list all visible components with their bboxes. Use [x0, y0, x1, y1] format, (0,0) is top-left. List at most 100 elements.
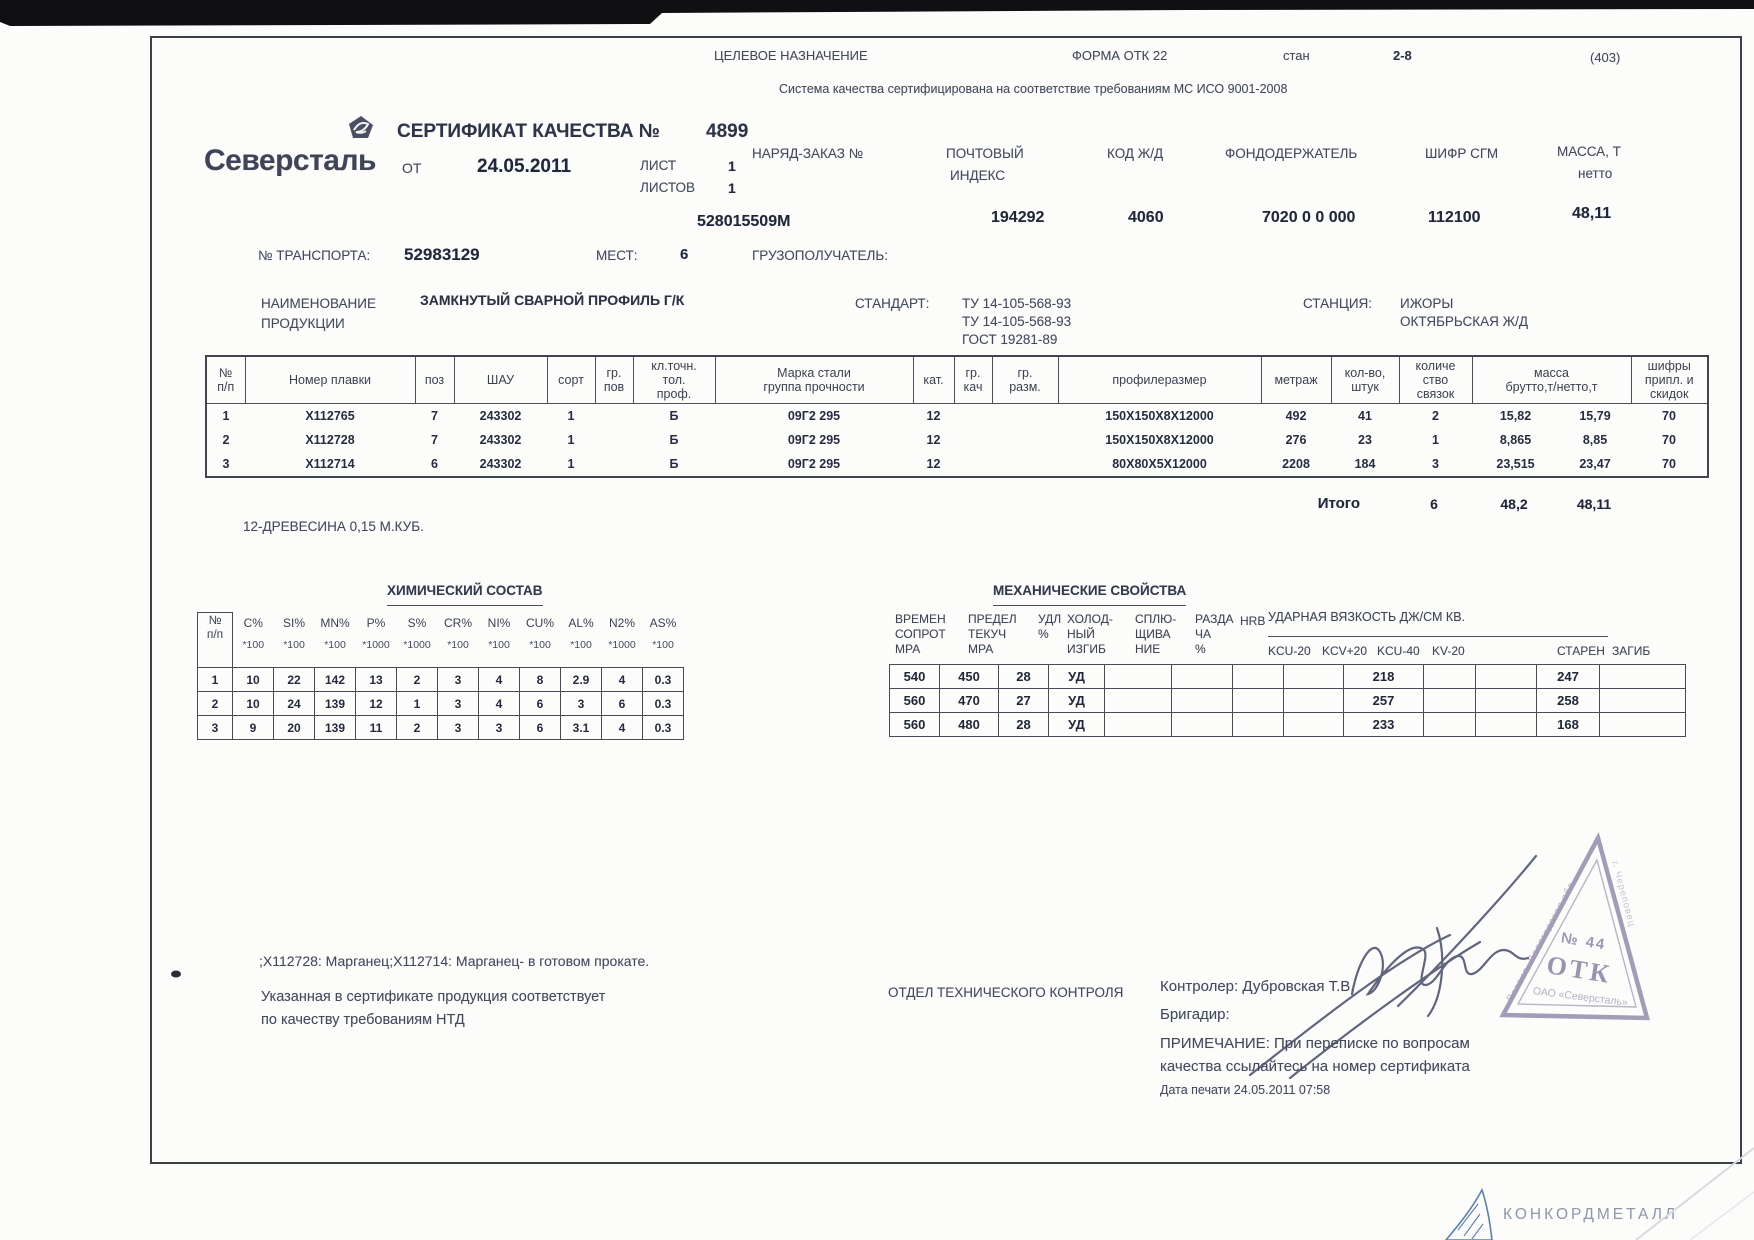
- foreman-signature-line: Бригадир:: [1160, 1006, 1230, 1023]
- table-cell: 28: [998, 712, 1049, 737]
- remark-line1: ПРИМЕЧАНИЕ: При переписке по вопросам: [1160, 1035, 1470, 1052]
- mech-col-cold-bend: ХОЛОД- НЫЙ ИЗГИБ: [1067, 612, 1113, 656]
- column-header: сорт: [546, 355, 596, 404]
- table-cell: 70: [1662, 409, 1676, 423]
- main-product-table: № п/п Номер плавки поз ШАУ сорт гр. пов …: [205, 355, 1709, 478]
- table-cell: 2: [222, 433, 230, 447]
- chem-column-header: NI% *100: [479, 613, 520, 668]
- table-cell: 1: [222, 409, 230, 423]
- table-cell: 09Г2 295: [787, 409, 841, 423]
- element-multiplier: *100: [324, 638, 346, 651]
- table-row: 560 470 27 УД 257 258: [889, 688, 1686, 713]
- certificate-title: СЕРТИФИКАТ КАЧЕСТВА №: [397, 121, 660, 142]
- total-bundles: 6: [1430, 496, 1438, 512]
- places-value: 6: [680, 246, 689, 263]
- table-cell: 2: [396, 715, 438, 740]
- table-cell: X112728: [305, 433, 355, 447]
- table-cell: 8: [519, 667, 561, 692]
- table-cell: 8,865: [1499, 433, 1532, 447]
- element-multiplier: *100: [529, 638, 551, 651]
- standard-value-3: ГОСТ 19281-89: [962, 332, 1058, 347]
- chem-column-header: AL% *100: [561, 613, 602, 668]
- table-cell: 4: [478, 667, 520, 692]
- table-cell: 8,85: [1582, 433, 1608, 447]
- impact-title-underline: [1268, 636, 1608, 637]
- table-cell: 470: [939, 688, 999, 713]
- table-row: 2 X112728 7 243302 1 Б 09Г2 295 12 150X150X8X120…: [206, 428, 1708, 452]
- table-cell: [1475, 664, 1537, 689]
- table-cell: [992, 404, 1058, 429]
- table-cell: [992, 452, 1058, 477]
- table-cell: X112714: [305, 457, 355, 471]
- chem-column-header: C% *100: [233, 613, 274, 668]
- bend-column-label: ЗАГИБ: [1612, 644, 1651, 658]
- chem-column-header: S% *1000: [397, 613, 438, 668]
- table-cell: 10: [232, 691, 274, 716]
- table-cell: 15,79: [1579, 409, 1611, 423]
- table-cell: [954, 452, 992, 477]
- element-multiplier: *100: [242, 638, 265, 651]
- column-header: ШАУ: [453, 355, 548, 404]
- table-cell: 7: [431, 433, 438, 447]
- table-cell: 80X80X5X12000: [1112, 457, 1207, 471]
- rail-code-value: 4060: [1128, 209, 1164, 226]
- mech-col-elongation: УДЛ %: [1038, 612, 1062, 641]
- chem-column-header: CU% *100: [520, 613, 561, 668]
- main-table-header-row: № п/п Номер плавки поз ШАУ сорт гр. пов …: [205, 355, 1709, 404]
- table-cell: [1599, 664, 1686, 689]
- holder-label: ФОНДОДЕРЖАТЕЛЬ: [1225, 146, 1358, 161]
- sheets-label: ЛИСТОВ: [640, 180, 696, 195]
- mill-value: 2-8: [1393, 48, 1412, 63]
- impact-col-kv20: KV-20: [1432, 644, 1465, 658]
- column-header: Марка стали группа прочности: [714, 355, 914, 404]
- print-date: Дата печати 24.05.2011 07:58: [1160, 1083, 1331, 1097]
- table-cell: 0.3: [642, 691, 684, 716]
- table-cell: 184: [1354, 457, 1376, 471]
- brand-logo-text: Северсталь: [204, 144, 376, 177]
- places-label: МЕСТ:: [596, 248, 638, 263]
- standard-label: СТАНДАРТ:: [855, 296, 930, 311]
- table-cell: 28: [998, 664, 1049, 689]
- element-multiplier: *100: [488, 638, 510, 651]
- table-row: 3 9 20 139 11 2 3 3 6 3.1 4 0.3: [197, 715, 684, 740]
- table-row: 2 10 24 139 12 1 3 4 6 3 6 0.3: [197, 691, 684, 716]
- column-header-mass: масса брутто,т/нетто,т: [1471, 355, 1632, 404]
- table-cell: [1475, 688, 1537, 713]
- table-cell: 258: [1536, 688, 1600, 713]
- table-cell: [1423, 712, 1476, 737]
- table-cell: 3.1: [560, 715, 602, 740]
- table-cell: [595, 428, 633, 452]
- table-cell: [1104, 712, 1172, 737]
- table-cell: 70: [1662, 457, 1676, 471]
- element-name: AS%: [649, 615, 677, 630]
- impact-col-kcv20: KCV+20: [1322, 644, 1368, 658]
- table-cell: [595, 404, 633, 429]
- table-cell: 2: [1432, 409, 1439, 423]
- table-cell: 6: [601, 691, 643, 716]
- table-cell: 1: [1432, 433, 1439, 447]
- column-header: гр. кач: [953, 355, 993, 404]
- standard-value-2: ТУ 14-105-568-93: [962, 314, 1072, 329]
- table-cell: 247: [1536, 664, 1600, 689]
- table-cell: [954, 404, 992, 429]
- table-cell: [954, 428, 992, 452]
- table-cell: 142: [314, 667, 356, 692]
- table-cell: 257: [1343, 688, 1424, 713]
- table-row: 1 X112765 7 243302 1 Б 09Г2 295 12 150X150X8X120…: [206, 404, 1708, 429]
- element-multiplier: *100: [570, 638, 592, 651]
- table-cell: 168: [1536, 712, 1600, 737]
- qc-department-label: ОТДЕЛ ТЕХНИЧЕСКОГО КОНТРОЛЯ: [888, 985, 1124, 1000]
- table-cell: 6: [431, 457, 438, 471]
- element-name: P%: [366, 615, 386, 630]
- table-cell: 480: [939, 712, 999, 737]
- table-cell: 3: [478, 715, 520, 740]
- heat-note: ;X112728: Марганец;X112714: Марганец- в …: [259, 953, 650, 969]
- postal-label-1: ПОЧТОВЫЙ: [946, 146, 1024, 161]
- table-cell: 7: [431, 409, 438, 423]
- mech-col-tensile: ВРЕМЕН СОПРОТ МРА: [895, 612, 946, 656]
- element-multiplier: *1000: [403, 638, 431, 651]
- table-cell: 233: [1343, 712, 1424, 737]
- table-cell: 3: [197, 715, 233, 740]
- element-multiplier: *100: [652, 638, 674, 651]
- conformity-note-line1: Указанная в сертификате продукция соотве…: [261, 989, 606, 1005]
